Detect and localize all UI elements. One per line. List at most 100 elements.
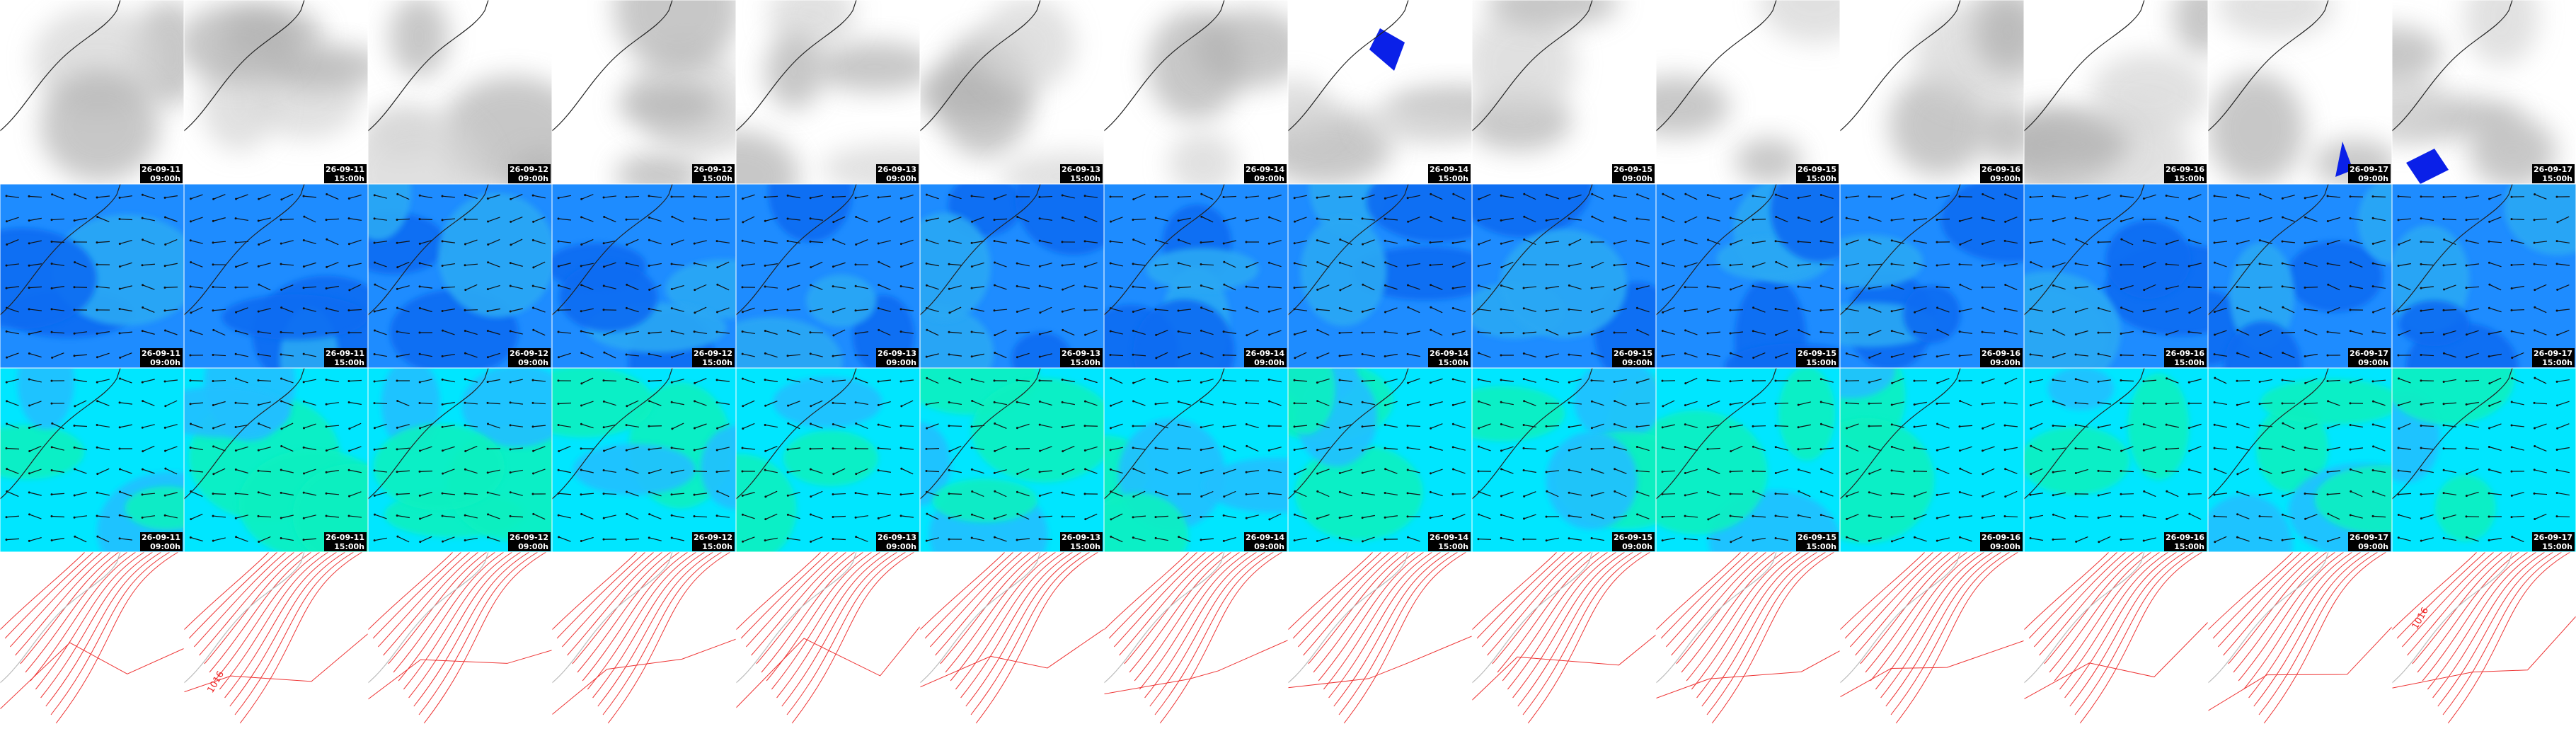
wind-arrow (1568, 402, 1582, 405)
wind-arrow (304, 308, 316, 312)
wind-arrow-head (1132, 467, 1135, 470)
wind-arrow-head (764, 518, 767, 521)
wind-arrow (948, 263, 962, 266)
tile-background (1104, 552, 1288, 736)
wind-arrow (2304, 287, 2318, 288)
wind-arrow (2120, 493, 2134, 495)
isobar (1298, 552, 1391, 648)
wind-arrow-head (1545, 471, 1548, 473)
wind-arrow-head (2465, 333, 2468, 336)
wind-arrow-head (1868, 491, 1870, 494)
isobar (552, 552, 638, 631)
wind-arrow (1039, 539, 1053, 540)
wind-arrow (878, 424, 891, 428)
wind-arrow-head (1707, 468, 1710, 471)
wind-arrow-head (2304, 468, 2306, 471)
wind-arrow-head (603, 351, 606, 354)
wind-arrow-head (464, 309, 466, 311)
wind-arrow (1478, 401, 1491, 406)
wind-arrow-head (73, 424, 76, 427)
wind-arrow (649, 514, 662, 519)
field-patch (2024, 271, 2121, 368)
isobar (383, 552, 479, 656)
wind-arrow-head (994, 449, 996, 452)
wind-arrow (1776, 537, 1788, 541)
wind-arrow (2189, 468, 2202, 474)
field-patch (1104, 493, 1189, 552)
date-label: 26-09-12 (694, 165, 732, 174)
wind-arrow-head (786, 471, 789, 473)
wind-arrow-head (280, 536, 282, 539)
wind-arrow-head (1316, 217, 1318, 220)
wind-arrow (374, 379, 388, 382)
wind-arrow-head (741, 494, 744, 497)
wind-arrow (1294, 263, 1307, 267)
wind-arrow (74, 515, 87, 518)
wind-arrow (1546, 446, 1559, 452)
wind-arrow-head (1338, 196, 1341, 199)
wind-arrow (2166, 330, 2179, 335)
wind-arrow-head (1384, 492, 1386, 495)
wind-arrow-head (531, 425, 534, 428)
isobar (393, 552, 496, 673)
isobar (30, 552, 137, 682)
wind-arrow (2444, 284, 2456, 290)
wind-arrow (1524, 401, 1536, 406)
wind-arrow-head (2534, 376, 2536, 379)
wind-arrow-head (1500, 495, 1503, 498)
wind-arrow (1546, 241, 1560, 243)
wind-arrow-head (925, 403, 928, 406)
wind-arrow-head (1500, 468, 1503, 471)
wind-arrow-head (2029, 353, 2032, 356)
wind-arrow (2076, 195, 2088, 199)
wind-arrow (1685, 424, 1698, 428)
wind-arrow (855, 309, 869, 311)
wind-arrow-head (1729, 514, 1732, 517)
wind-arrow (1501, 261, 1514, 268)
wind-arrow-head (2442, 309, 2445, 311)
wind-arrow (1223, 195, 1237, 198)
isobar (2028, 552, 2118, 639)
field-patch (1194, 9, 1288, 88)
wind-arrow (2557, 492, 2570, 496)
wind-arrow-head (1361, 217, 1364, 220)
wind-arrow-head (580, 243, 583, 246)
wind-arrow-head (2326, 380, 2329, 383)
wind-arrow-head (715, 196, 718, 199)
date-label: 26-09-17 (2350, 533, 2388, 542)
wind-arrow-head (1362, 261, 1364, 264)
wind-arrow-head (1774, 425, 1777, 427)
wind-arrow (1869, 352, 1882, 358)
wind-arrow (878, 308, 891, 312)
isobar (1686, 552, 1793, 682)
wind-arrow-head (1684, 309, 1686, 312)
wind-arrow-head (1958, 379, 1961, 382)
wind-arrow (856, 331, 868, 334)
wind-arrow (2121, 330, 2134, 335)
wind-arrow (2398, 470, 2412, 473)
wind-arrow-head (2120, 306, 2123, 309)
wind-arrow (949, 306, 962, 314)
wind-arrow (1524, 193, 1536, 200)
wind-arrow-head (602, 493, 605, 495)
wind-arrow (1730, 515, 1744, 518)
label-box (2348, 164, 2391, 183)
wind-arrow-head (486, 447, 489, 450)
wind-arrow-head (648, 536, 650, 539)
wind-arrow (1614, 401, 1627, 406)
wind-arrow (2214, 217, 2227, 222)
wind-arrow-head (1752, 490, 1755, 493)
wind-arrow-head (877, 307, 880, 310)
wind-arrow (765, 537, 778, 541)
wind-arrow-head (648, 425, 650, 427)
wind-arrow-head (810, 422, 812, 425)
wind-arrow (74, 536, 87, 543)
wind-arrow-head (2030, 261, 2032, 264)
wind-arrow (1478, 423, 1491, 429)
wind-arrow (1868, 263, 1882, 266)
wind-arrow (97, 492, 110, 496)
wind-arrow (1662, 307, 1675, 313)
wind-arrow-head (189, 469, 192, 472)
